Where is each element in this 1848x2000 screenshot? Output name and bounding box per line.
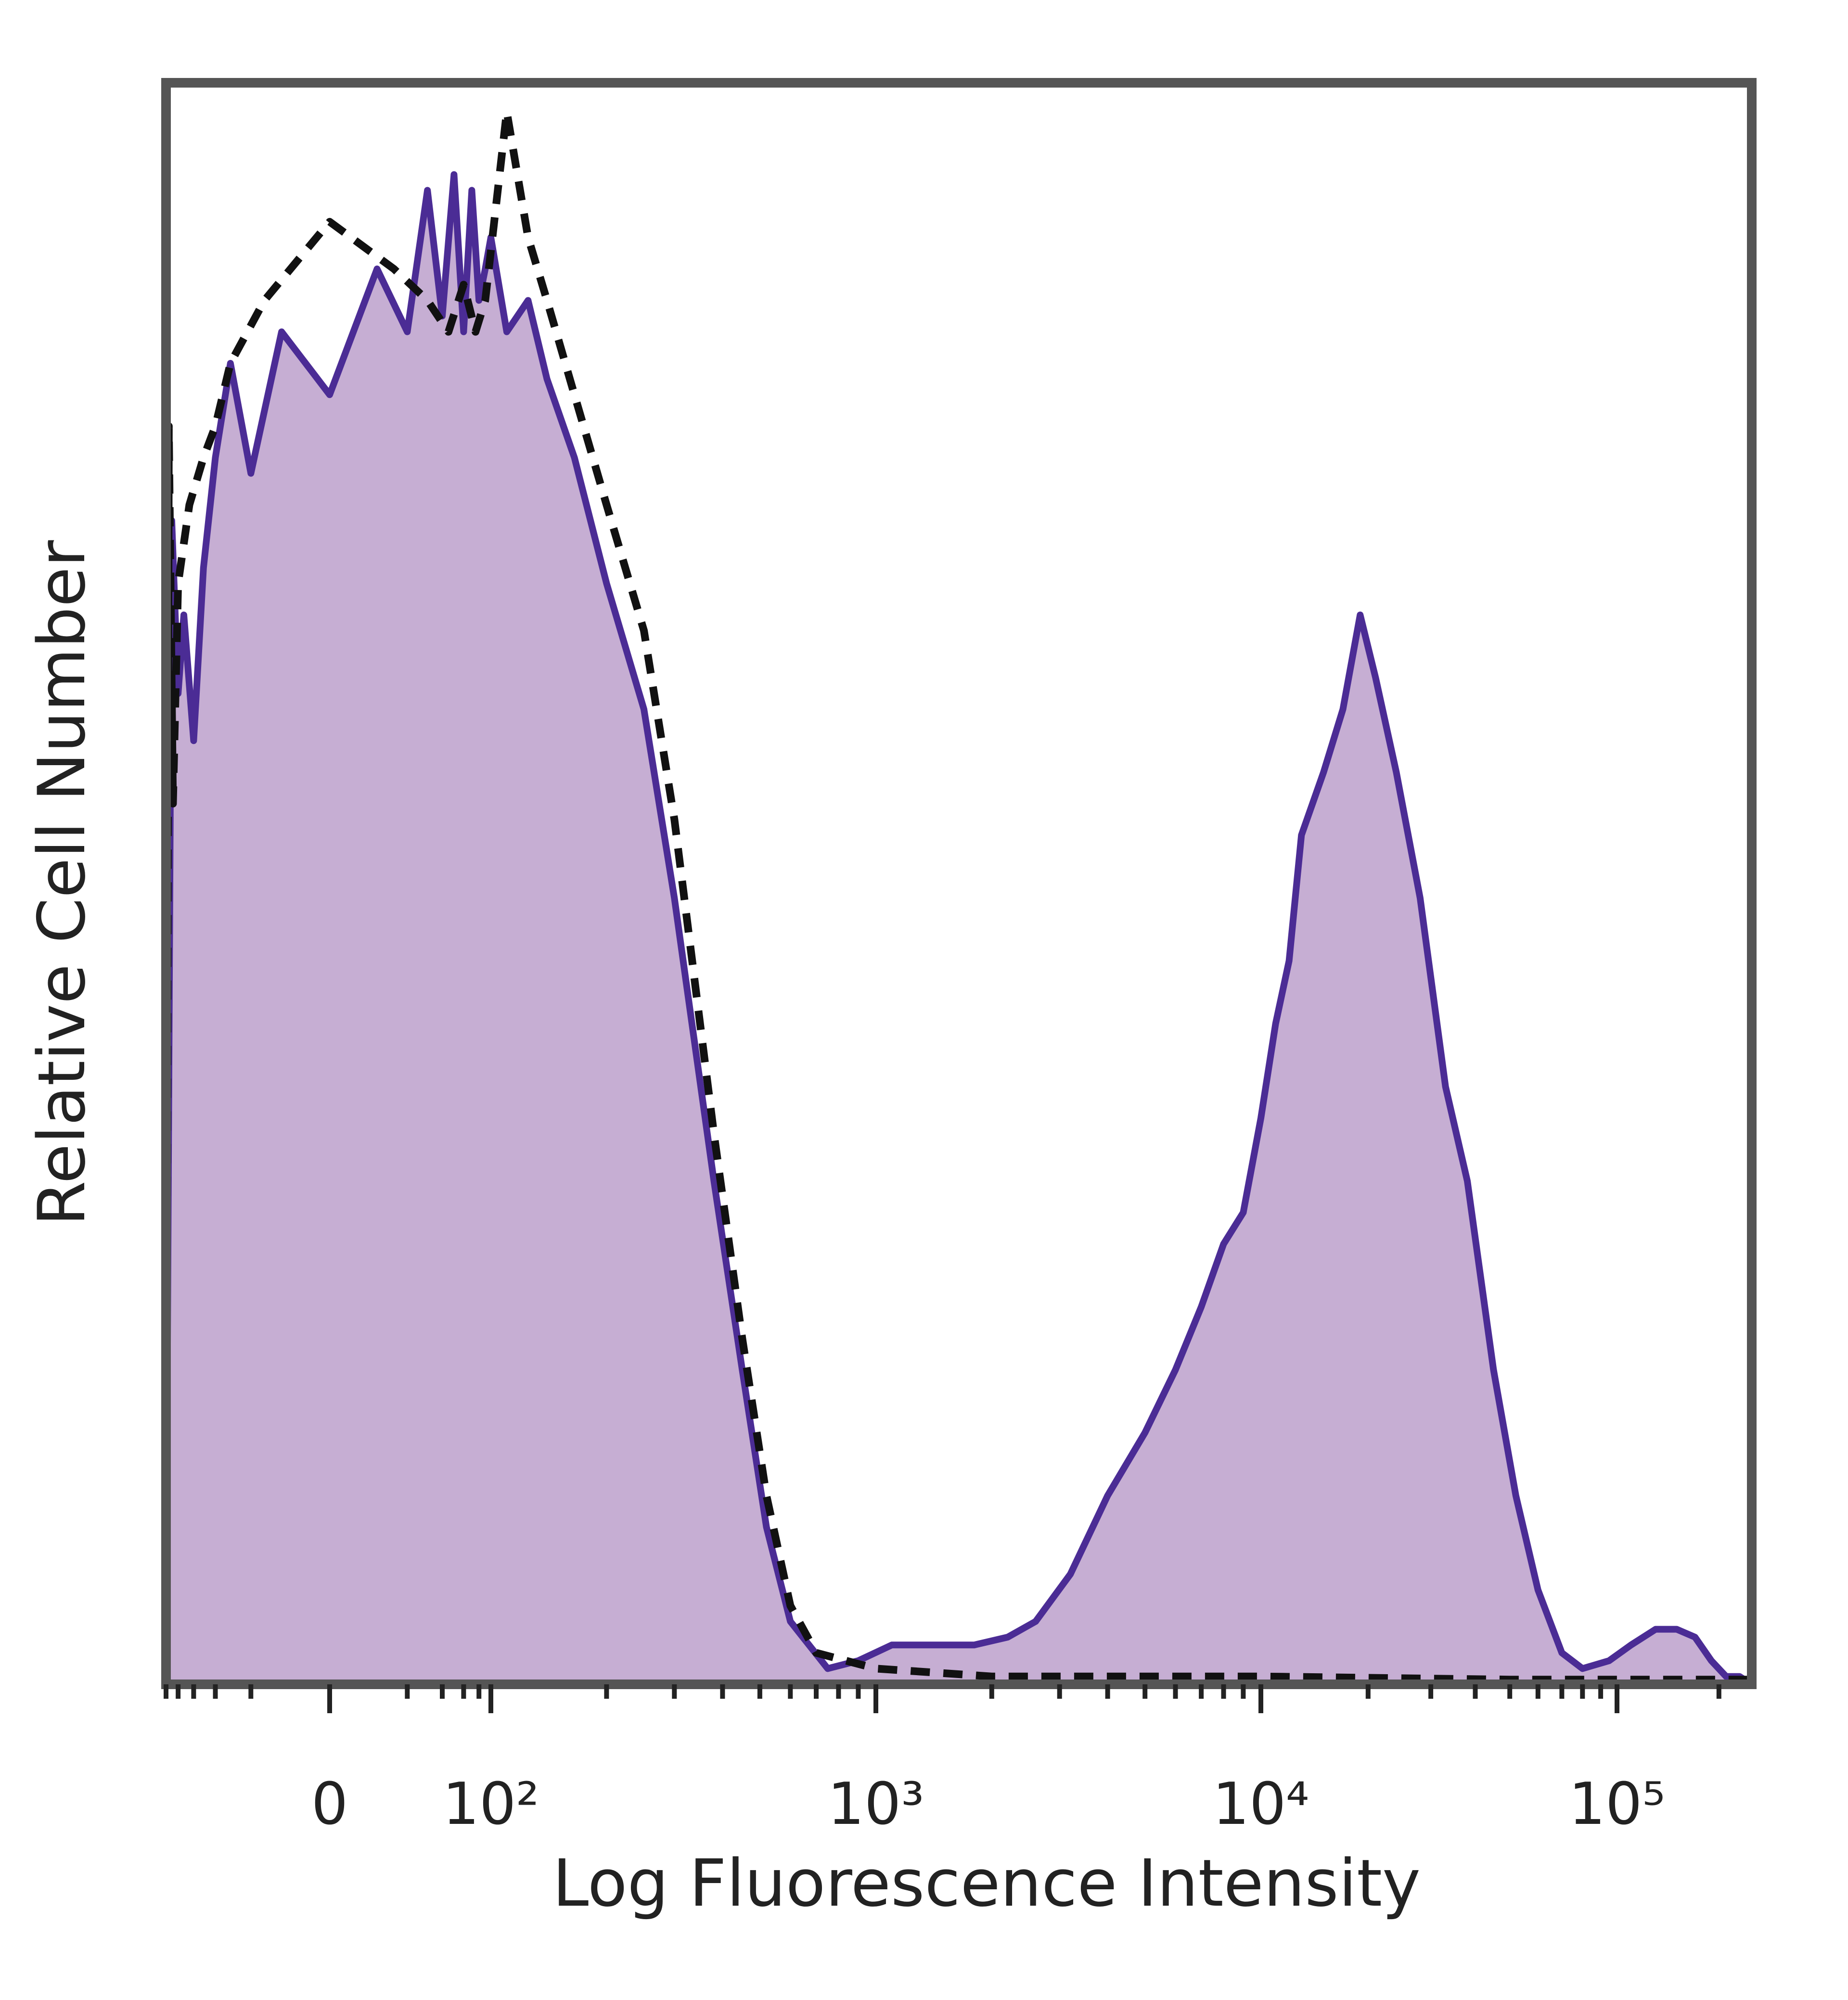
x-tick-label: 10⁴: [1213, 1771, 1309, 1838]
x-axis-tick-labels: 0 10² 10³ 10⁴ 10⁵: [311, 1771, 1666, 1838]
x-tick-label: 10²: [443, 1771, 539, 1838]
series-1-area: [166, 174, 1752, 1685]
series-layer: [162, 108, 1754, 1687]
x-tick-label: 10³: [828, 1771, 924, 1838]
x-tick-label: 10⁵: [1569, 1771, 1666, 1838]
series-2-line: [162, 108, 1752, 1684]
plot-frame: [161, 78, 1757, 1689]
x-axis-ticks: [164, 1684, 1721, 1713]
y-axis-label: Relative Cell Number: [24, 540, 100, 1226]
plot-area: [161, 78, 1757, 1689]
x-tick-label: 0: [311, 1771, 348, 1838]
x-axis-label: Log Fluorescence Intensity: [552, 1846, 1421, 1921]
series-1-line: [163, 171, 1754, 1687]
